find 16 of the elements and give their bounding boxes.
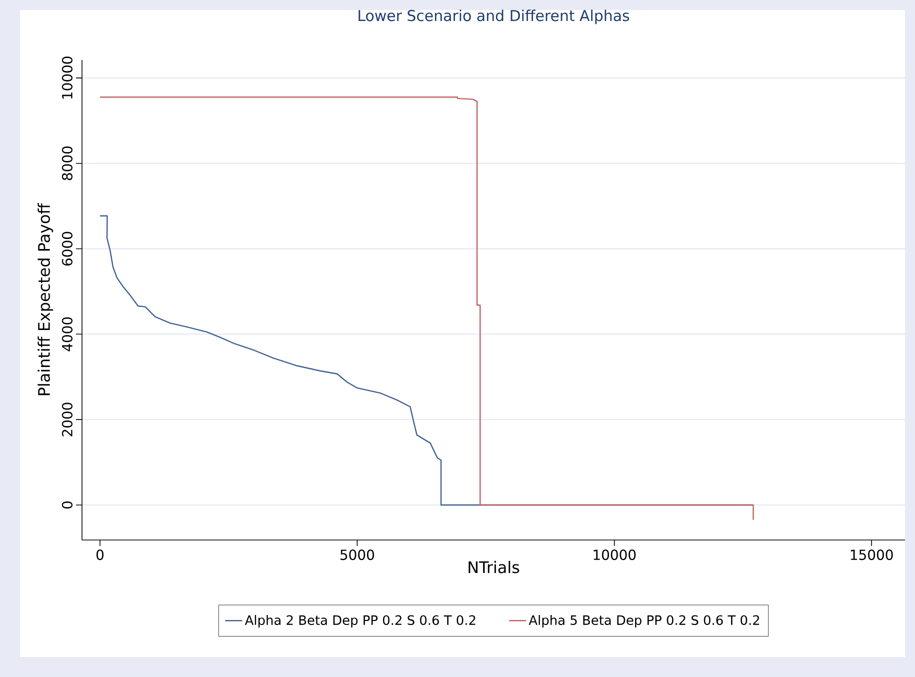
y-tick-label: 0 <box>62 501 72 508</box>
legend-label: Alpha 5 Beta Dep PP 0.2 S 0.6 T 0.2 <box>528 614 760 628</box>
x-axis-title: NTrials <box>468 560 520 574</box>
x-tick-label: 15000 <box>850 550 893 560</box>
y-tick-label: 8000 <box>62 146 72 180</box>
y-tick-label: 4000 <box>62 317 72 352</box>
x-tick-label: 0 <box>96 550 104 560</box>
x-tick-label: 5000 <box>340 550 374 560</box>
legend-label: Alpha 2 Beta Dep PP 0.2 S 0.6 T 0.2 <box>244 614 476 628</box>
y-tick-label: 2000 <box>62 402 72 436</box>
x-tick-label: 10000 <box>594 550 636 560</box>
line-series <box>99 96 754 521</box>
y-tick-label: 10000 <box>62 56 72 99</box>
chart-title: Lower Scenario and Different Alphas <box>358 10 630 24</box>
y-tick-label: 6000 <box>62 232 72 266</box>
y-axis-title: Plaintiff Expected Payoff <box>38 203 54 396</box>
